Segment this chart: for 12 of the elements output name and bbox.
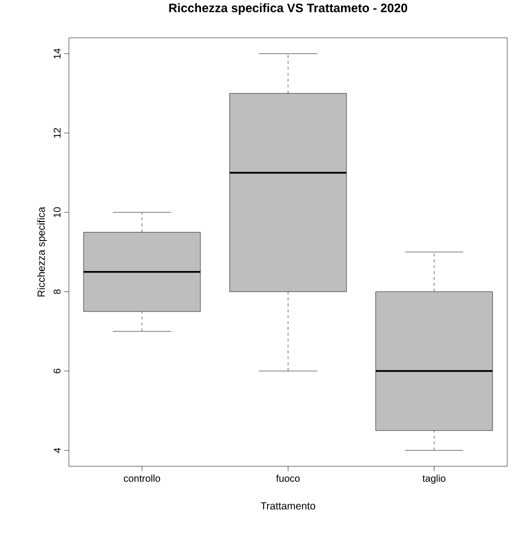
x-tick-label: fuoco (276, 474, 300, 482)
x-tick-label: controllo (124, 474, 160, 482)
y-tick-label: 6 (54, 368, 61, 374)
y-tick-label: 8 (54, 289, 61, 294)
y-tick-label: 12 (54, 128, 61, 138)
y-tick-label: 4 (54, 448, 61, 453)
x-axis-title: Trattamento (260, 502, 316, 510)
x-tick-label: taglio (422, 474, 446, 484)
y-tick-label: 10 (54, 207, 61, 218)
y-axis-title: Ricchezza specifica (37, 206, 47, 296)
y-tick-label: 14 (54, 48, 61, 58)
chart-title: Ricchezza specifica VS Trattameto - 2020 (169, 3, 408, 15)
